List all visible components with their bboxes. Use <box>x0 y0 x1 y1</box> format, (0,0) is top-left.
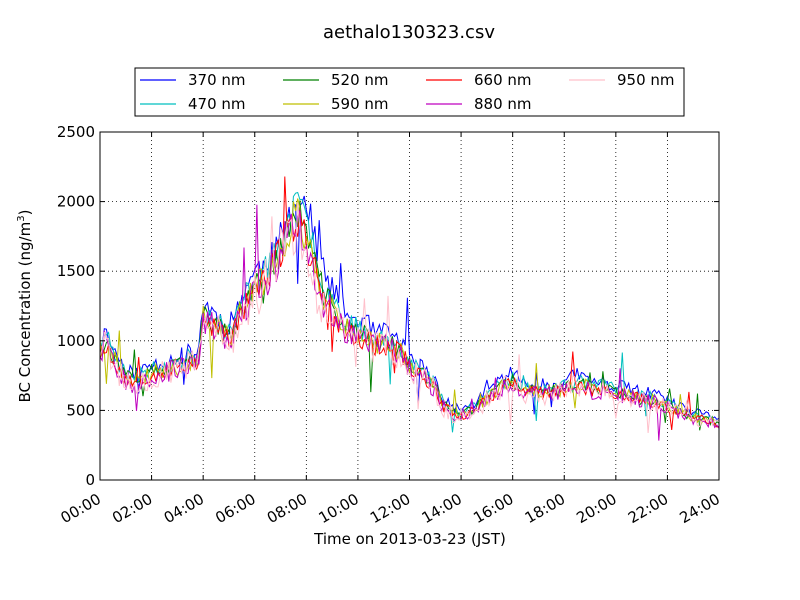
legend-label: 880 nm <box>474 95 532 113</box>
y-tick-label: 2500 <box>57 123 95 141</box>
y-tick-label: 0 <box>85 471 95 489</box>
legend-label: 470 nm <box>188 95 246 113</box>
legend: 370 nm 470 nm 520 nm 590 nm 660 nm 880 nm 950 … <box>134 67 685 117</box>
legend-label: 370 nm <box>188 71 246 89</box>
legend-label: 520 nm <box>331 71 389 89</box>
y-tick-label: 1000 <box>57 332 95 350</box>
series-line <box>100 202 719 434</box>
axis-ticks <box>99 131 720 481</box>
legend-box <box>134 67 685 117</box>
series-line <box>100 198 719 428</box>
y-tick-label: 1500 <box>57 262 95 280</box>
y-tick-label: 2000 <box>57 193 95 211</box>
legend-label: 950 nm <box>617 71 675 89</box>
legend-label: 590 nm <box>331 95 389 113</box>
x-axis-label: Time on 2013-03-23 (JST) <box>313 530 506 548</box>
series-line <box>100 204 719 441</box>
legend-label: 660 nm <box>474 71 532 89</box>
y-tick-label: 500 <box>66 401 95 419</box>
y-tick-labels: 0 500 1000 1500 2000 2500 <box>57 123 95 489</box>
series-lines <box>100 176 719 441</box>
y-axis-label: BC Concentration (ng/m3) <box>16 210 34 403</box>
chart-title: aethalo130323.csv <box>323 22 495 43</box>
